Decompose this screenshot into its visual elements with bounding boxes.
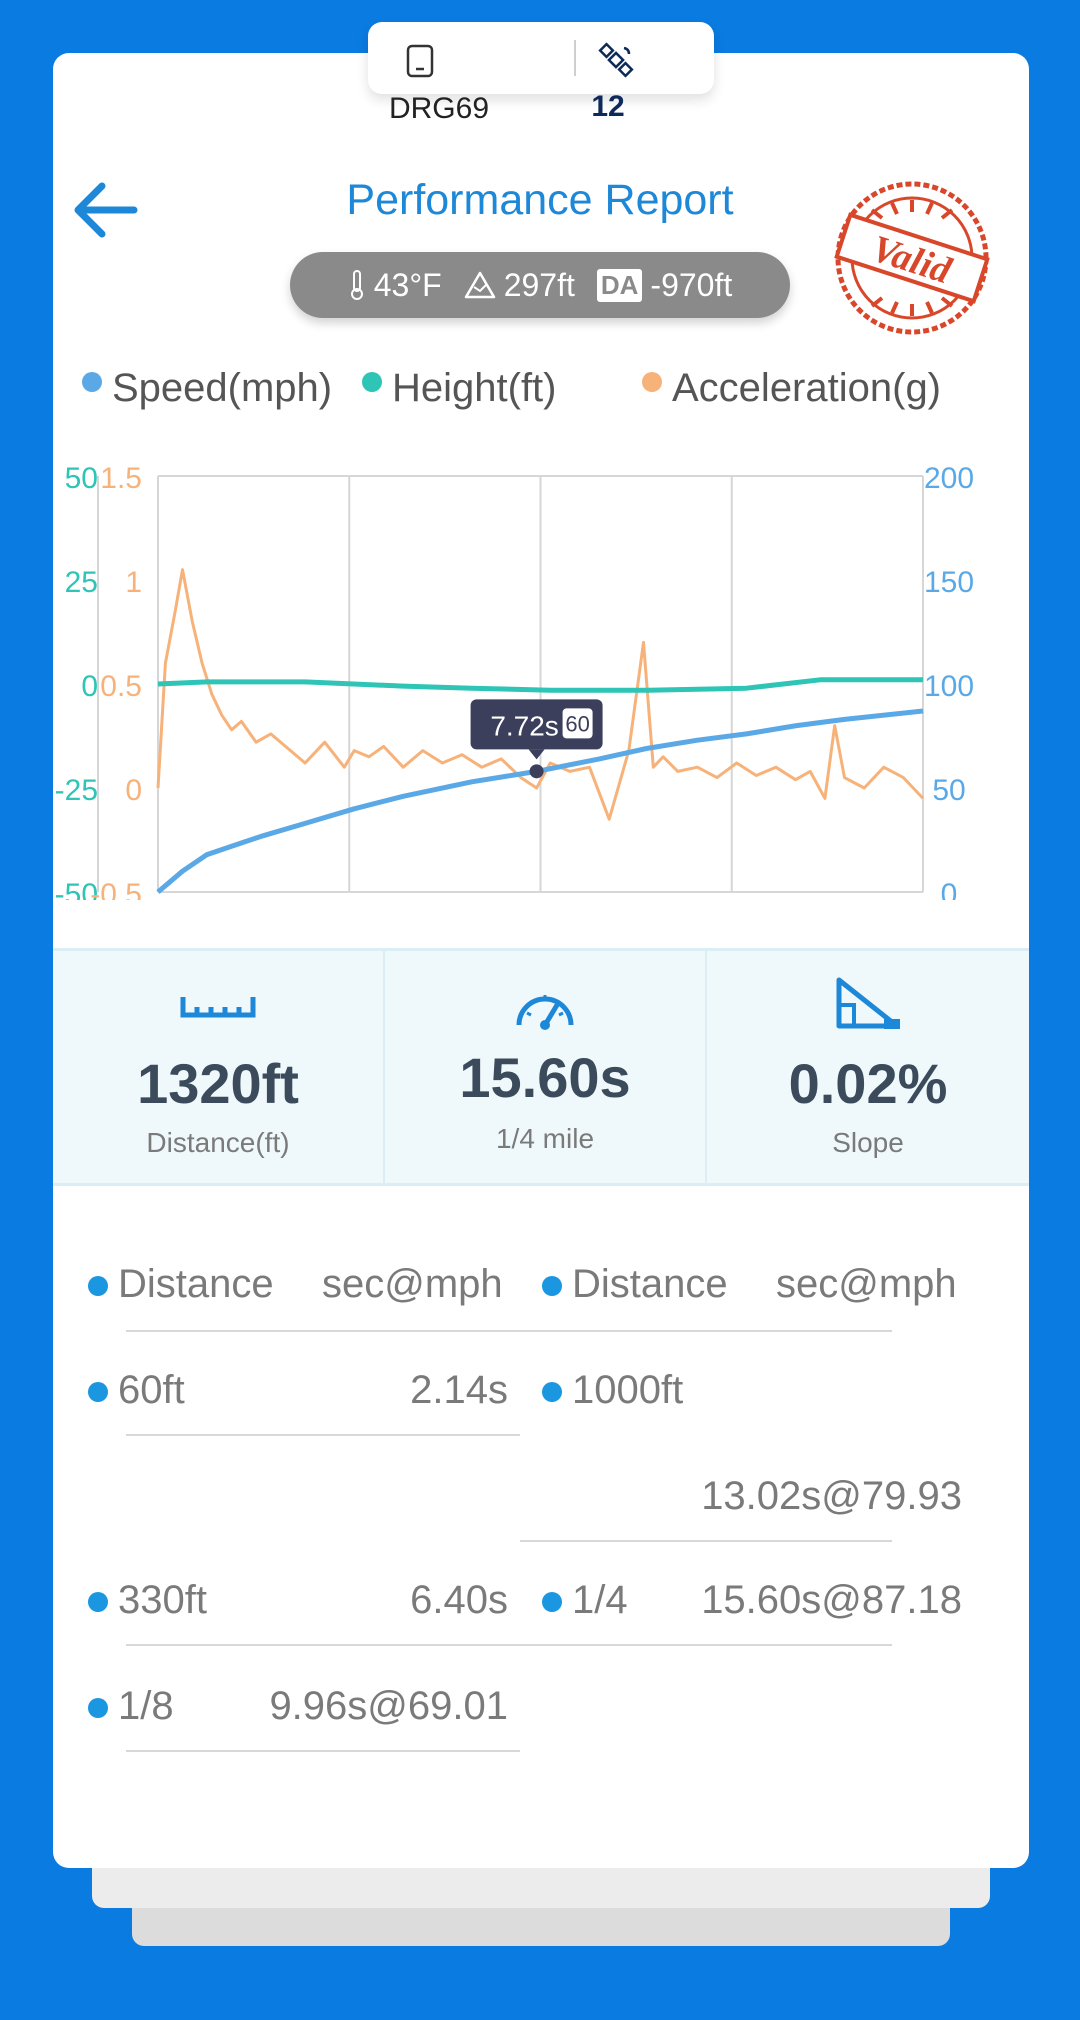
satellite-count: 12 <box>591 90 625 123</box>
split-distance: 1/4 <box>572 1578 628 1622</box>
split-bullet <box>88 1276 108 1296</box>
split-header-time: sec@mph <box>776 1262 957 1306</box>
tooltip-speed-badge <box>562 708 593 739</box>
stat-value: 1320ft <box>137 1052 299 1115</box>
back-arrow-icon[interactable] <box>72 180 140 240</box>
device-name: DRG69 <box>388 92 490 125</box>
thermometer-icon <box>350 270 363 300</box>
speedometer-icon <box>516 995 574 1030</box>
conditions-pill: 43°F 297ft DA -970ft <box>290 252 790 318</box>
split-bullet <box>88 1698 108 1718</box>
tick-label-speed: 150 <box>924 566 974 599</box>
tick-label-acceleration: 0.5 <box>100 670 142 703</box>
legend-label: Acceleration(g) <box>672 366 942 410</box>
density-altitude-value: -970ft <box>650 266 733 303</box>
altitude-value: 297ft <box>503 266 575 303</box>
performance-chart[interactable]: 50250-25-501.510.50-0.52001501005007.72s… <box>0 440 1080 900</box>
split-distance: 1/8 <box>118 1684 174 1728</box>
split-header-time: sec@mph <box>322 1262 503 1306</box>
split-header-distance: Distance <box>118 1262 274 1306</box>
tick-label-height: -25 <box>55 774 98 807</box>
series-line-height <box>157 677 923 693</box>
split-bullet <box>542 1592 562 1612</box>
tick-label-height: 25 <box>65 566 98 599</box>
da-badge: DA <box>596 268 643 302</box>
temperature-item: 43°F <box>348 267 442 304</box>
ruler-icon <box>180 997 256 1018</box>
split-bullet <box>542 1382 562 1402</box>
stat-label: Slope <box>832 1127 904 1158</box>
stat-distance: 1320ft Distance(ft) <box>53 951 383 1183</box>
tick-label-speed: 0 <box>941 878 958 900</box>
tick-label-speed: 50 <box>932 774 965 807</box>
legend-dot <box>642 371 662 392</box>
stats-panel: 1320ft Distance(ft) 15.60s 1/4 mile 0.02… <box>53 948 1029 1186</box>
split-distance: 1000ft <box>572 1368 684 1412</box>
temperature-value: 43°F <box>373 266 442 303</box>
stat-slope: 0.02% Slope <box>705 951 1029 1183</box>
tick-label-speed: 200 <box>924 462 974 495</box>
split-bullet <box>88 1382 108 1402</box>
split-time: 6.40s <box>410 1578 508 1622</box>
split-divider <box>126 1434 520 1436</box>
page-title: Performance Report <box>346 176 734 224</box>
stat-quarter-mile: 15.60s 1/4 mile <box>383 951 705 1183</box>
tooltip-time: 7.72s <box>490 710 559 741</box>
tooltip-marker <box>529 764 544 779</box>
tick-label-acceleration: 1.5 <box>100 462 142 495</box>
tick-label-height: 50 <box>65 462 98 495</box>
split-time: 15.60s@87.18 <box>701 1578 962 1622</box>
phone-icon <box>406 44 434 78</box>
mountain-icon <box>464 271 495 299</box>
tick-label-acceleration: -0.5 <box>90 878 142 900</box>
stat-value: 0.02% <box>788 1052 948 1115</box>
tab-divider <box>574 40 576 76</box>
slope-icon <box>836 977 900 1029</box>
altitude-item: 297ft <box>464 267 575 304</box>
split-distance: 60ft <box>118 1368 185 1412</box>
legend-item-height[interactable]: Height(ft) <box>362 366 557 411</box>
legend-label: Speed(mph) <box>112 366 333 410</box>
tooltip-speed: 60 <box>565 711 589 736</box>
split-time: 9.96s@69.01 <box>269 1684 508 1728</box>
split-bullet <box>542 1276 562 1296</box>
valid-stamp: Valid <box>834 181 990 335</box>
series-line-speed <box>156 708 924 894</box>
legend-dot <box>362 371 382 392</box>
satellite-icon <box>598 42 634 78</box>
tick-label-acceleration: 0 <box>125 774 142 807</box>
tick-label-height: -50 <box>55 878 98 900</box>
tick-label-height: 0 <box>81 670 98 703</box>
legend-dot <box>82 371 102 392</box>
legend-item-speed[interactable]: Speed(mph) <box>82 366 332 411</box>
legend-label: Height(ft) <box>392 366 557 410</box>
chart-legend: Speed(mph) Height(ft) Acceleration(g) <box>82 366 1002 416</box>
legend-item-acceleration[interactable]: Acceleration(g) <box>642 366 941 411</box>
split-time: 13.02s@79.93 <box>701 1474 962 1518</box>
split-divider <box>520 1540 892 1542</box>
tick-label-speed: 100 <box>924 670 974 703</box>
stat-label: 1/4 mile <box>495 1123 595 1154</box>
split-divider <box>126 1750 520 1752</box>
tooltip-pointer <box>528 749 545 760</box>
split-divider <box>126 1330 892 1332</box>
stat-label: Distance(ft) <box>146 1127 290 1158</box>
split-time: 2.14s <box>410 1368 508 1412</box>
tick-label-acceleration: 1 <box>125 566 142 599</box>
stat-value: 15.60s <box>459 1046 631 1109</box>
device-tab[interactable] <box>368 22 714 94</box>
split-header-distance: Distance <box>572 1262 728 1306</box>
density-altitude-item: DA -970ft <box>596 266 733 304</box>
split-distance: 330ft <box>118 1578 207 1622</box>
split-bullet <box>88 1592 108 1612</box>
series-line-acceleration <box>156 568 925 821</box>
split-divider <box>126 1644 892 1646</box>
